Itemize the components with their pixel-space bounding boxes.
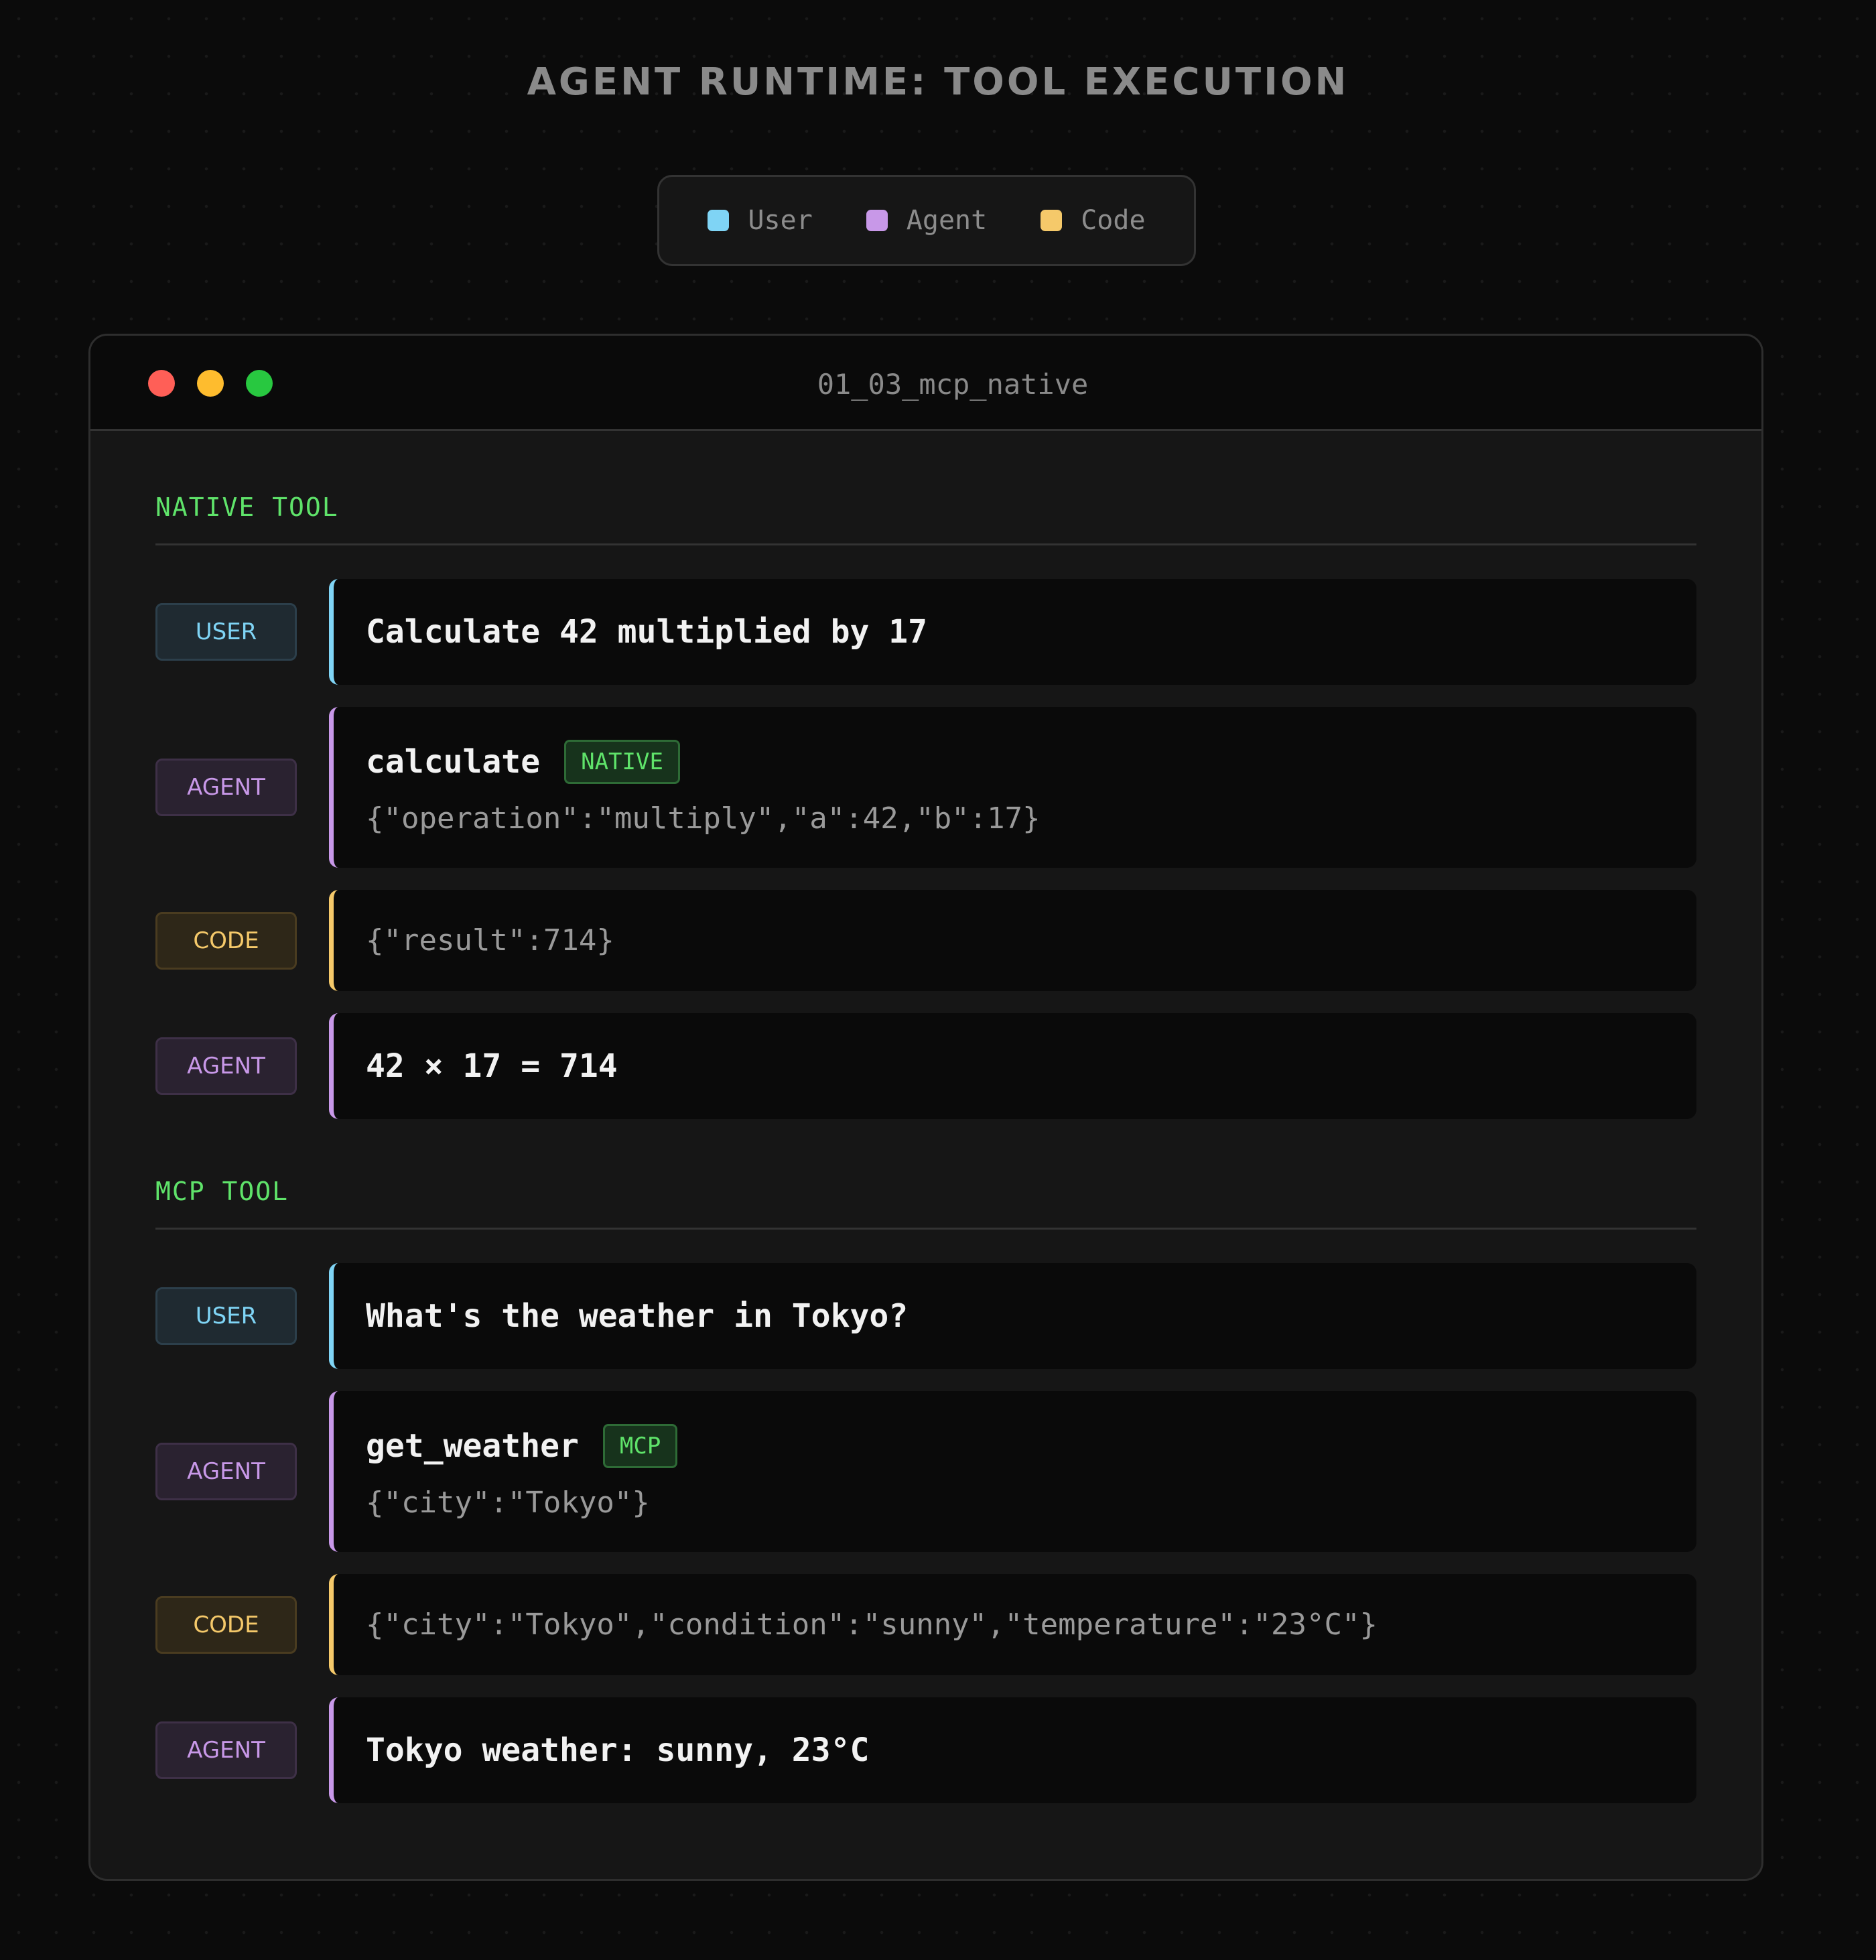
- message-row: CODE {"city":"Tokyo","condition":"sunny",…: [155, 1574, 1696, 1675]
- role-badge-agent: AGENT: [155, 1443, 297, 1500]
- role-badge-code: CODE: [155, 911, 297, 970]
- section-heading: MCP TOOL: [155, 1177, 1696, 1230]
- message-row: AGENT Tokyo weather: sunny, 23°C: [155, 1697, 1696, 1803]
- message-text: What's the weather in Tokyo?: [366, 1297, 909, 1335]
- role-badge-user: USER: [155, 1287, 297, 1345]
- terminal-window: 01_03_mcp_native NATIVE TOOL USER Calculat…: [88, 334, 1763, 1881]
- message-text: Tokyo weather: sunny, 23°C: [366, 1732, 870, 1769]
- maximize-icon[interactable]: [246, 370, 273, 397]
- section-heading: NATIVE TOOL: [155, 493, 1696, 545]
- legend-label: Agent: [906, 205, 988, 236]
- tool-name: calculate: [366, 742, 541, 781]
- legend-item-user: User: [708, 205, 813, 236]
- legend-label: User: [748, 205, 813, 236]
- message-row: USER What's the weather in Tokyo?: [155, 1263, 1696, 1369]
- message-row: CODE {"result":714}: [155, 890, 1696, 991]
- title-bar: 01_03_mcp_native: [90, 336, 1761, 431]
- message-bubble: get_weather MCP {"city":"Tokyo"}: [329, 1391, 1696, 1552]
- message-list: USER Calculate 42 multiplied by 17 AGENT ca…: [155, 579, 1696, 1119]
- message-row: USER Calculate 42 multiplied by 17: [155, 579, 1696, 685]
- legend-item-code: Code: [1041, 205, 1146, 236]
- window-title: 01_03_mcp_native: [817, 368, 1089, 401]
- minimize-icon[interactable]: [197, 370, 224, 397]
- message-bubble: calculate NATIVE {"operation":"multiply","…: [329, 707, 1696, 868]
- tool-result: {"result":714}: [366, 923, 614, 958]
- conversation: NATIVE TOOL USER Calculate 42 multiplied b…: [90, 493, 1761, 1803]
- agent-swatch-icon: [866, 210, 888, 231]
- tool-type-badge: MCP: [602, 1423, 678, 1468]
- tool-args: {"operation":"multiply","a":42,"b":17}: [366, 801, 1041, 836]
- message-bubble: 42 × 17 = 714: [329, 1013, 1696, 1119]
- tool-call: calculate NATIVE: [366, 739, 1664, 784]
- message-row: AGENT 42 × 17 = 714: [155, 1013, 1696, 1119]
- message-bubble: Tokyo weather: sunny, 23°C: [329, 1697, 1696, 1803]
- role-badge-agent: AGENT: [155, 1721, 297, 1779]
- close-icon[interactable]: [148, 370, 175, 397]
- user-swatch-icon: [708, 210, 730, 231]
- message-bubble: {"city":"Tokyo","condition":"sunny","tem…: [329, 1574, 1696, 1675]
- message-bubble: {"result":714}: [329, 890, 1696, 991]
- role-badge-code: CODE: [155, 1595, 297, 1654]
- message-text: Calculate 42 multiplied by 17: [366, 613, 928, 651]
- message-bubble: Calculate 42 multiplied by 17: [329, 579, 1696, 685]
- legend-label: Code: [1081, 205, 1146, 236]
- message-text: 42 × 17 = 714: [366, 1047, 618, 1085]
- tool-call: get_weather MCP: [366, 1423, 1664, 1468]
- tool-result: {"city":"Tokyo","condition":"sunny","tem…: [366, 1608, 1378, 1642]
- message-row: AGENT calculate NATIVE {"operation":"multip…: [155, 707, 1696, 868]
- tool-name: get_weather: [366, 1427, 579, 1465]
- legend: User Agent Code: [657, 175, 1196, 266]
- tool-type-badge: NATIVE: [564, 739, 680, 784]
- legend-item-agent: Agent: [866, 205, 987, 236]
- message-row: AGENT get_weather MCP {"city":"Tokyo"}: [155, 1391, 1696, 1552]
- role-badge-agent: AGENT: [155, 1037, 297, 1095]
- role-badge-user: USER: [155, 603, 297, 661]
- role-badge-agent: AGENT: [155, 759, 297, 816]
- page-title: AGENT RUNTIME: TOOL EXECUTION: [527, 60, 1349, 104]
- code-swatch-icon: [1041, 210, 1063, 231]
- message-bubble: What's the weather in Tokyo?: [329, 1263, 1696, 1369]
- message-list: USER What's the weather in Tokyo? AGENT get…: [155, 1263, 1696, 1803]
- tool-args: {"city":"Tokyo"}: [366, 1485, 650, 1520]
